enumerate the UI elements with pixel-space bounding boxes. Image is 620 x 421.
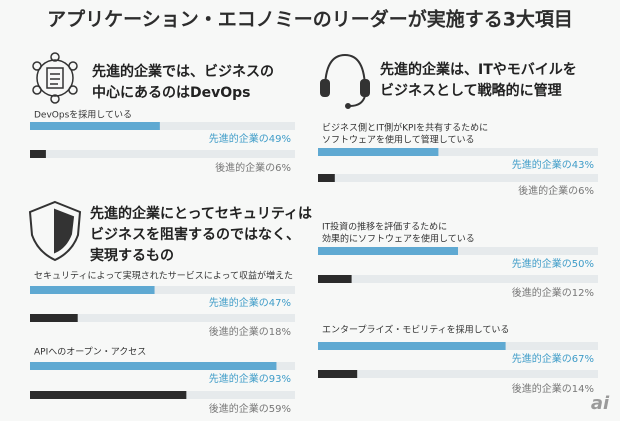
bar <box>30 286 155 294</box>
bar-label: 先進的企業の43% <box>512 158 594 171</box>
section-heading: 先進的企業にとってセキュリティは <box>90 205 312 222</box>
slide-title: アプリケーション・エコノミーのリーダーが実施する3大項目 <box>47 8 573 31</box>
bar <box>318 174 335 182</box>
bar-track <box>318 275 598 283</box>
chart-title: DevOpsを採用している <box>34 109 132 121</box>
chart-title: エンタープライズ・モビリティを採用している <box>322 324 509 336</box>
bar <box>30 150 46 158</box>
bar-label: 先進的企業の93% <box>209 372 291 385</box>
bar <box>318 275 352 283</box>
shield-icon <box>28 200 82 262</box>
bar-label: 後進的企業の18% <box>209 325 291 338</box>
network-doc-icon <box>32 52 78 104</box>
bar-label: 後進的企業の6% <box>215 161 291 174</box>
bar-label: 後進的企業の12% <box>512 286 594 299</box>
chart-title: ビジネス側とIT側がKPIを共有するために <box>322 122 488 134</box>
bar <box>318 370 358 378</box>
bar <box>30 122 160 130</box>
bar-track <box>30 314 295 322</box>
chart-title: IT投資の推移を評価するために <box>322 221 447 233</box>
watermark: ai <box>591 393 610 414</box>
bar-track <box>318 370 598 378</box>
bar-label: 先進的企業の50% <box>512 257 594 270</box>
bar <box>30 362 277 370</box>
section-heading: 実現するもの <box>90 247 174 264</box>
section-heading: ビジネスとして戦略的に管理 <box>380 82 562 99</box>
bar-track <box>30 286 295 294</box>
bar-track <box>30 150 295 158</box>
section-heading: 先進的企業は、ITやモバイルを <box>380 61 577 78</box>
bar-track <box>318 148 598 156</box>
bar <box>318 342 506 350</box>
bar-label: 後進的企業の59% <box>209 402 291 415</box>
bar <box>30 314 78 322</box>
bar-label: 先進的企業の67% <box>512 352 594 365</box>
section-heading: 中心にあるのはDevOps <box>92 84 251 101</box>
chart-title: APIへのオープン・アクセス <box>34 347 146 358</box>
bar-label: 後進的企業の14% <box>512 382 594 395</box>
bar-label: 先進的企業の47% <box>209 296 291 309</box>
chart-title: 効果的にソフトウェアを使用している <box>322 233 475 245</box>
bar-track <box>318 174 598 182</box>
chart-title: ソフトウェアを使用して管理している <box>322 134 474 146</box>
bar <box>318 247 458 255</box>
headset-icon <box>320 53 370 109</box>
bar-label: 後進的企業の6% <box>518 184 594 197</box>
section-heading: 先進的企業では、ビジネスの <box>92 63 274 80</box>
section-heading: ビジネスを阻害するのではなく、 <box>90 226 300 243</box>
bar <box>318 148 439 156</box>
bar-track <box>30 122 295 130</box>
bar-label: 先進的企業の49% <box>209 132 291 145</box>
bar <box>30 391 187 399</box>
chart-title: セキュリティによって実現されたサービスによって収益が増えた <box>34 270 293 282</box>
